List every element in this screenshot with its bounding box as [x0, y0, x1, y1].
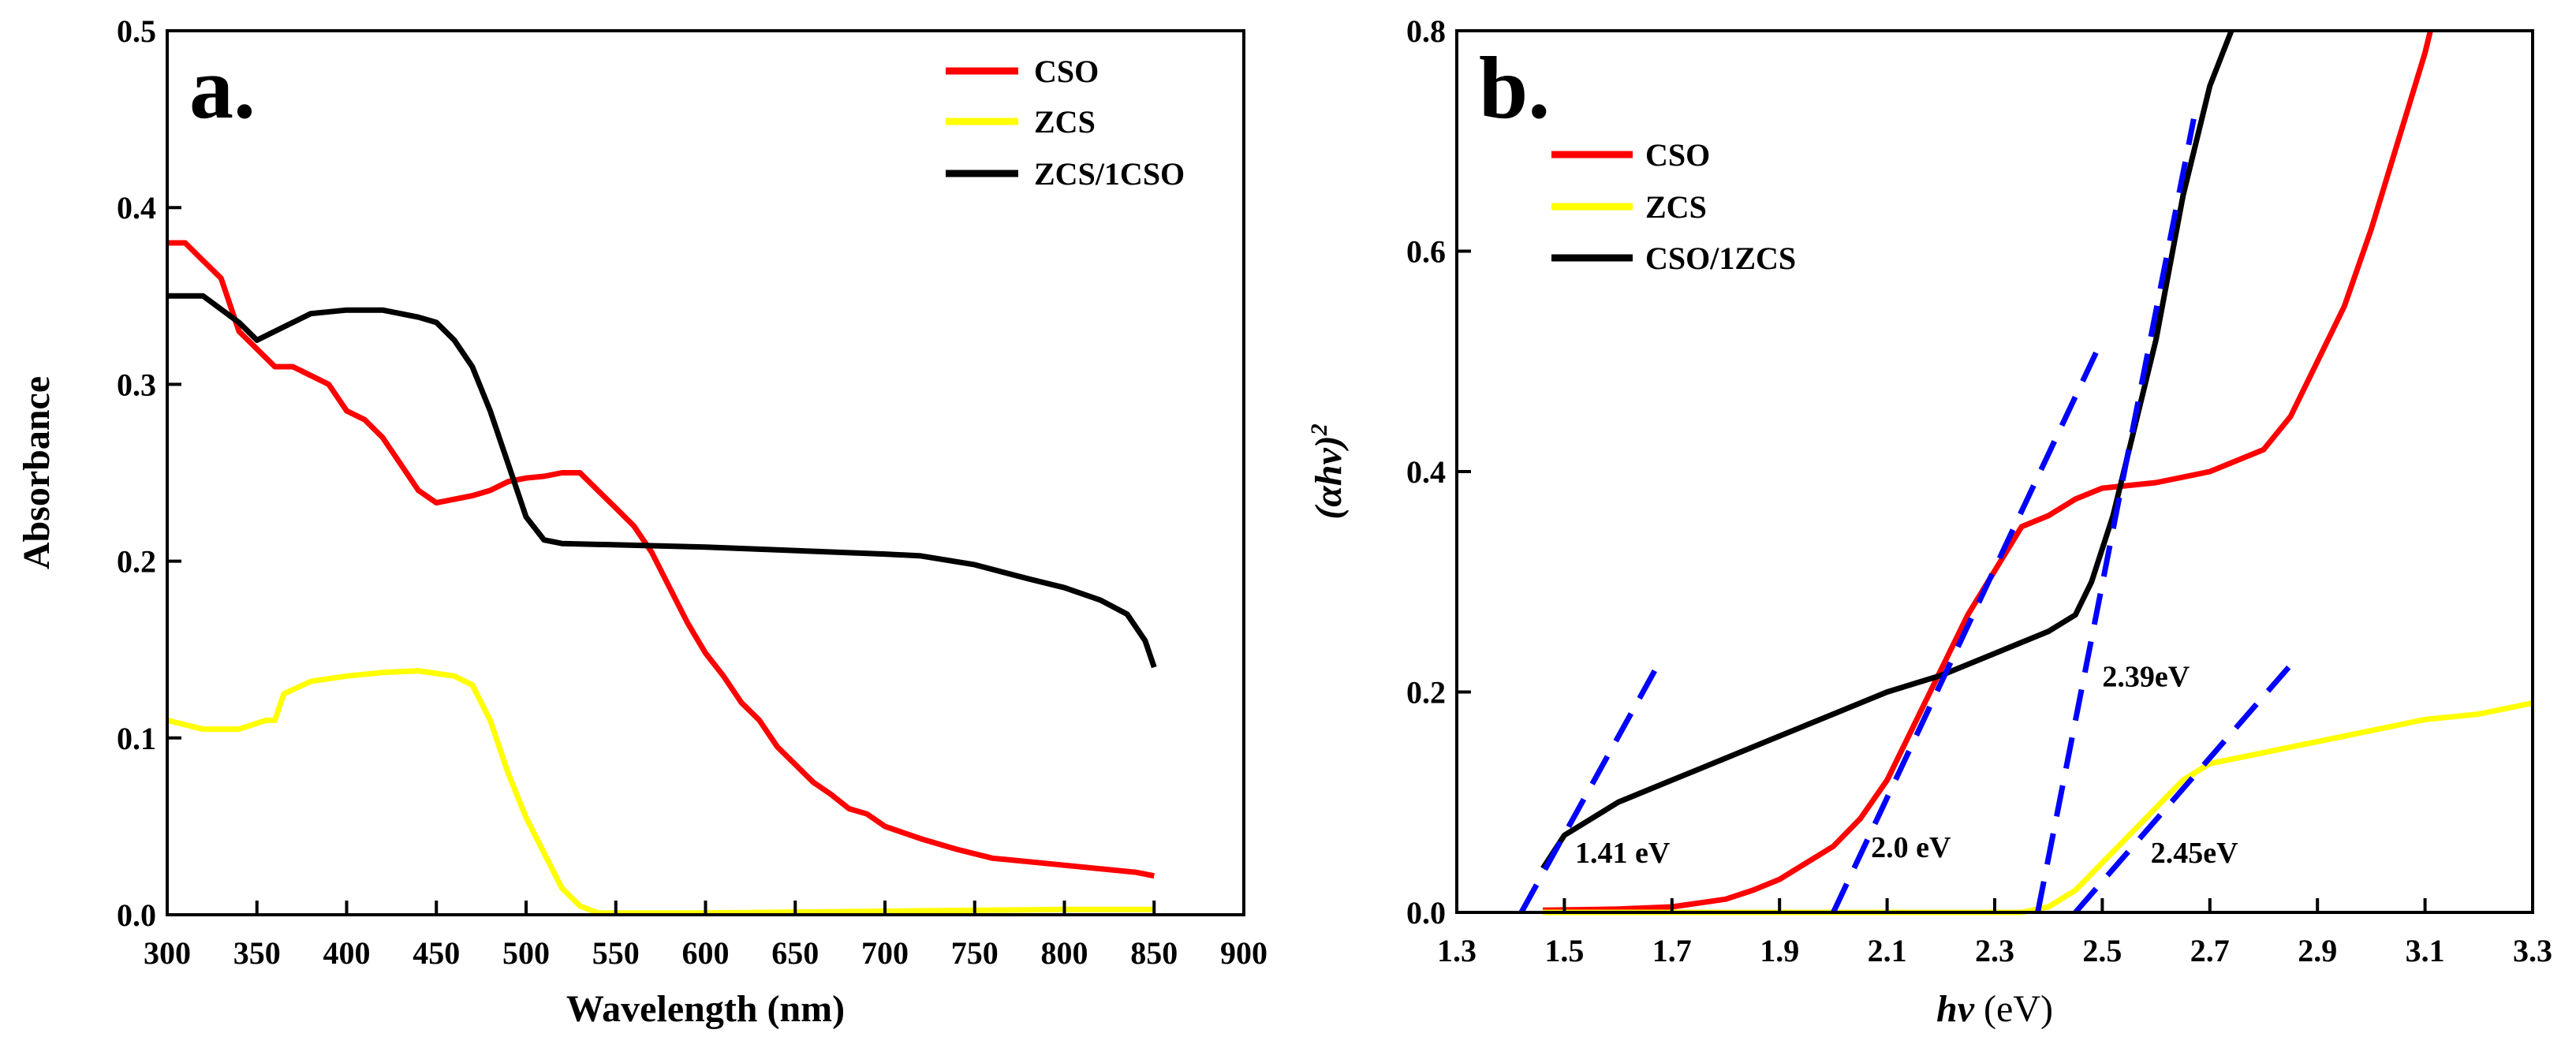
series-line-zcs — [166, 668, 1155, 916]
y-axis-title: (αhv)2 — [1306, 423, 1350, 520]
series-line-zcs-1cso — [167, 293, 1157, 669]
y-tick-label: 0.4 — [117, 190, 156, 226]
y-tick-label: 0.0 — [1406, 895, 1446, 931]
y-tick-label: 0.1 — [117, 721, 156, 756]
legend-item: ZCS — [1551, 189, 1707, 225]
x-tick-label: 800 — [1041, 935, 1088, 971]
x-tick-label: 1.3 — [1437, 933, 1477, 968]
panel-a: 300 350 400 450 500 550 600 650 700 750 800 850 900 0… — [16, 13, 1267, 1030]
y-tick-label: 0.0 — [117, 897, 156, 933]
x-tick-label: 2.7 — [2190, 933, 2230, 968]
legend-label: CSO — [1034, 54, 1099, 89]
x-tick-label: 300 — [144, 935, 191, 971]
series-line-cso-1zcs — [1540, 29, 2234, 871]
bandgap-annotation: 2.39eV — [2102, 661, 2190, 694]
y-tick-label: 0.4 — [1406, 454, 1446, 490]
x-tick-label: 2.1 — [1868, 933, 1907, 968]
x-tick-label: 2.9 — [2298, 933, 2337, 968]
x-tick-label: 450 — [413, 935, 460, 971]
x-tick-label: 3.1 — [2406, 933, 2445, 968]
y-tick-label: 0.5 — [117, 13, 156, 49]
x-tick-label: 1.7 — [1652, 933, 1692, 968]
panel-label: a. — [189, 39, 256, 137]
legend-label: ZCS — [1645, 189, 1707, 225]
bandgap-annotation: 2.0 eV — [1871, 831, 1951, 864]
x-tick-label: 900 — [1220, 935, 1267, 971]
x-axis-title-italic: hv — [1936, 988, 1975, 1030]
x-tick-label: 1.9 — [1760, 933, 1799, 968]
legend-item: ZCS — [946, 104, 1096, 140]
tangent-fit-line — [1518, 657, 1664, 914]
x-tick-label: 550 — [592, 935, 640, 971]
x-tick-label: 600 — [682, 935, 730, 971]
legend-label: CSO — [1645, 137, 1710, 173]
x-tick-label: 3.3 — [2513, 933, 2552, 968]
series-line-cso — [1543, 30, 2433, 913]
x-tick-label: 500 — [502, 935, 550, 971]
legend-label: ZCS — [1034, 104, 1096, 140]
y-axis-title: Absorbance — [16, 376, 58, 569]
panel-label: b. — [1479, 39, 1550, 137]
x-tick-label: 350 — [233, 935, 281, 971]
y-tick-label: 0.6 — [1406, 234, 1446, 270]
y-tick-label: 0.2 — [1406, 675, 1446, 711]
legend-item: CSO/1ZCS — [1551, 241, 1796, 276]
bandgap-annotation: 1.41 eV — [1575, 837, 1671, 870]
plot-frame — [1455, 29, 2534, 914]
y-tick-label: 0.3 — [117, 367, 156, 402]
y-axis-title-main: (αhv) — [1308, 435, 1350, 520]
legend-item: ZCS/1CSO — [946, 156, 1185, 192]
x-tick-label: 750 — [951, 935, 999, 971]
x-tick-label: 650 — [771, 935, 819, 971]
tangent-fit-line — [2073, 657, 2298, 915]
panel-b: 1.3 1.5 1.7 1.9 2.1 2.3 2.5 2.7 2.9 3.1 3.3 0.0 0.2 0… — [1306, 13, 2552, 1030]
legend-label: ZCS/1CSO — [1034, 156, 1185, 192]
legend-item: CSO — [1551, 137, 1710, 173]
tangent-fit-line — [2035, 118, 2197, 913]
x-axis-title-unit: (eV) — [1974, 988, 2053, 1030]
y-tick-label: 0.2 — [117, 544, 156, 580]
x-axis-title: Wavelength (nm) — [566, 988, 845, 1030]
x-tick-label: 1.5 — [1544, 933, 1584, 968]
legend-label: CSO/1ZCS — [1645, 241, 1796, 276]
x-tick-label: 700 — [861, 935, 909, 971]
x-tick-label: 850 — [1130, 935, 1178, 971]
tangent-fit-line — [1831, 338, 2105, 914]
bandgap-annotation: 2.45eV — [2151, 837, 2238, 870]
x-tick-label: 2.3 — [1975, 933, 2014, 968]
x-axis-title: hv (eV) — [1936, 988, 2053, 1030]
series-line-cso — [167, 240, 1155, 879]
series-line-zcs — [1543, 700, 2533, 916]
x-tick-label: 2.5 — [2082, 933, 2122, 968]
x-tick-label: 400 — [323, 935, 371, 971]
legend-item: CSO — [946, 54, 1099, 89]
y-axis-title-sup: 2 — [1306, 423, 1332, 436]
y-tick-label: 0.8 — [1406, 13, 1446, 49]
